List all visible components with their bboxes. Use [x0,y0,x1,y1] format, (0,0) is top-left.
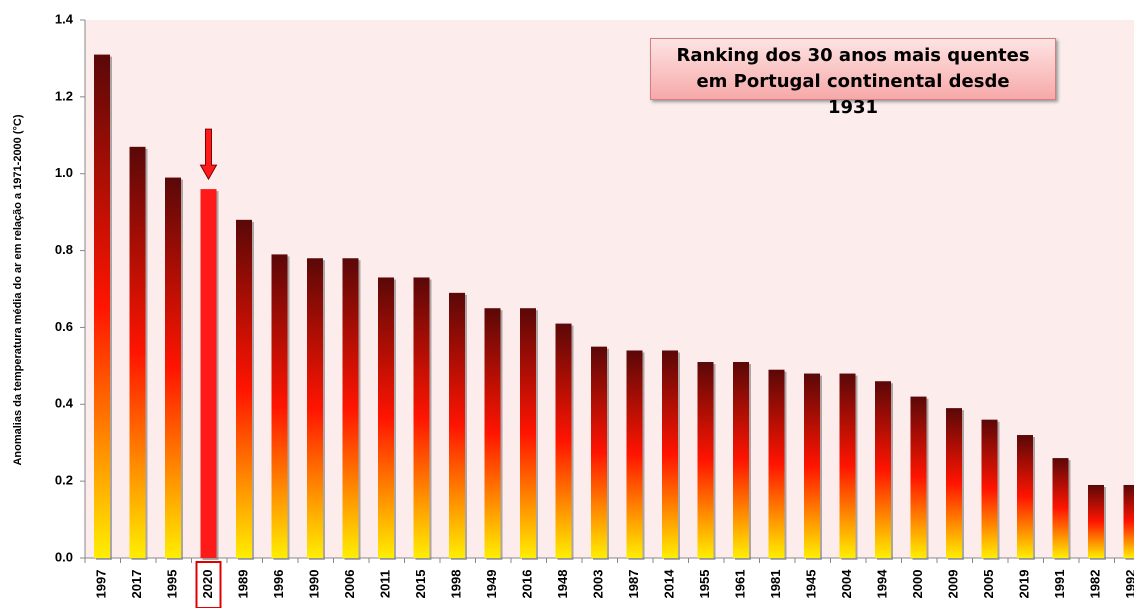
x-tick-label: 2015 [413,570,428,599]
bar [307,258,323,558]
x-tick-label: 1948 [555,570,570,599]
bar [413,277,430,558]
bar [839,373,856,558]
bar [378,277,394,558]
x-tick-label: 2014 [661,569,676,599]
x-tick-label: 2017 [129,570,144,599]
bar [1088,484,1104,558]
bar [1123,484,1134,558]
y-tick-label: 1.2 [55,88,73,103]
x-tick-label: 1955 [697,570,712,599]
y-tick-label: 0.0 [55,549,73,564]
bar [236,219,252,559]
bar [165,177,181,559]
bar [910,396,927,558]
x-tick-label: 2019 [1016,570,1031,599]
x-tick-label: 1991 [1052,570,1067,599]
x-tick-label: 2011 [377,570,392,598]
x-tick-label: 2009 [945,570,960,599]
x-tick-label: 2004 [839,569,854,599]
bar [1052,458,1069,558]
x-tick-label: 2003 [590,570,605,599]
chart-title: Ranking dos 30 anos mais quentes em Port… [650,38,1056,118]
bar [484,308,501,558]
highlight-box [195,561,222,608]
y-axis-label: Anomalias da temperatura média do ar em … [12,114,24,465]
bar [662,350,678,558]
bar [342,258,359,558]
x-tick-label: 1989 [235,570,250,599]
bar [271,254,288,558]
y-tick-label: 1.4 [55,11,74,26]
x-tick-label: 1945 [803,570,818,599]
x-tick-label: 2020 [200,570,215,599]
x-tick-label: 1992 [1123,570,1134,599]
bar [129,146,146,559]
y-tick-label: 0.2 [55,473,73,488]
x-tick-label: 1995 [164,570,179,599]
x-tick-label: 1996 [271,570,286,599]
x-tick-label: 1994 [874,569,889,599]
x-tick-label: 1981 [768,570,783,599]
y-tick-label: 0.6 [55,319,73,334]
bar [804,373,820,558]
bar [94,54,110,558]
x-tick-label: 1961 [732,570,747,599]
y-tick-label: 0.4 [55,396,74,411]
x-tick-label: 1949 [484,570,499,599]
bar [520,308,536,558]
bar [591,346,607,558]
x-tick-label: 1982 [1087,570,1102,599]
x-tick-label: 2005 [981,570,996,599]
bar [200,189,217,559]
x-tick-label: 1990 [306,570,321,599]
bar [1017,435,1033,558]
bar [449,292,465,558]
x-tick-label: 2006 [342,570,357,599]
bar [697,362,714,558]
bar [555,323,572,558]
bar [946,408,962,558]
x-tick-label: 1997 [93,570,108,599]
bar [626,350,643,558]
highlight-arrow [199,128,218,181]
x-tick-label: 2016 [519,570,534,599]
x-tick-label: 1998 [448,570,463,599]
bar [875,381,891,558]
x-tick-label: 2000 [910,570,925,599]
bar [733,362,749,558]
bar [768,369,785,558]
bar [981,419,998,558]
x-tick-label: 1987 [626,570,641,599]
y-tick-label: 0.8 [55,242,73,257]
y-tick-label: 1.0 [55,165,73,180]
